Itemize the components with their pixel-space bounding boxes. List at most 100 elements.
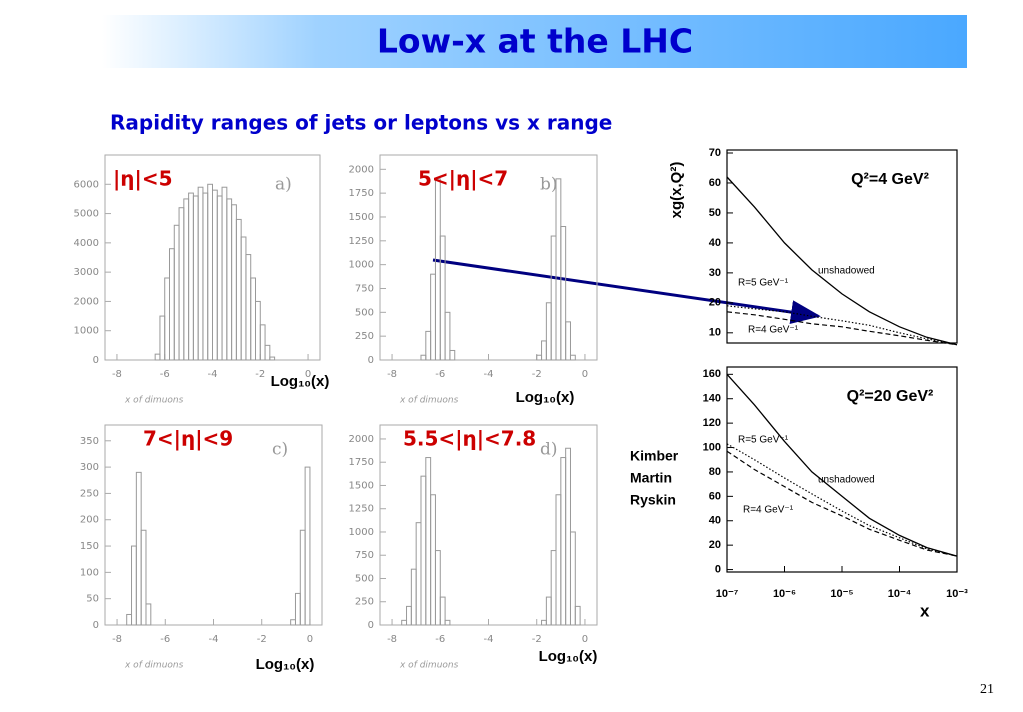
histogram-bin <box>235 218 242 361</box>
y-tick-label: 1250 <box>349 236 374 247</box>
y-tick-label: 40 <box>709 515 721 527</box>
histogram-bin <box>444 619 451 626</box>
curve <box>726 176 958 346</box>
y-tick-label: 0 <box>368 355 374 366</box>
axis-annotation: Log₁₀(x) <box>516 389 575 406</box>
y-tick-label: 1500 <box>349 212 374 223</box>
histogram-bin <box>425 330 432 361</box>
histogram-bin <box>269 356 276 361</box>
author: Ryskin <box>630 492 676 508</box>
y-tick-label: 6000 <box>74 179 99 190</box>
curve <box>726 450 958 557</box>
histogram-bin <box>264 344 271 361</box>
x-tick-label: 0 <box>582 369 588 380</box>
panel-label: d) <box>540 440 558 460</box>
y-tick-label: 250 <box>355 597 374 608</box>
x-tick-label: -8 <box>112 369 122 380</box>
histogram-bin <box>197 186 204 361</box>
y-tick-label: 300 <box>80 462 99 473</box>
y-tick-label: 20 <box>709 297 721 309</box>
histogram-bin <box>169 248 175 361</box>
y-tick-label: 0 <box>368 620 374 631</box>
title: Low-x at the LHC <box>377 22 693 61</box>
y-tick-label: 1000 <box>349 260 374 271</box>
curve-label: R=5 GeV⁻¹ <box>738 278 789 289</box>
curve <box>726 443 958 557</box>
histogram-bin <box>290 619 296 626</box>
histogram-bin <box>560 226 567 361</box>
histogram-bin <box>415 522 422 626</box>
histogram-bin <box>536 354 543 361</box>
x-tick-label: 10⁻⁷ <box>716 588 739 600</box>
x-tick-label: 10⁻⁵ <box>830 588 853 600</box>
x-tick-label: -8 <box>387 369 397 380</box>
histogram-bin <box>449 349 456 361</box>
curve-label: R=4 GeV⁻¹ <box>748 325 799 336</box>
x-axis-label: x of dimuons <box>124 396 184 406</box>
y-tick-label: 20 <box>709 539 721 551</box>
plot-frame <box>726 149 958 344</box>
y-tick-label: 1750 <box>349 457 374 468</box>
histogram-bin <box>410 568 417 626</box>
histogram-bin <box>565 447 571 626</box>
histogram-bin <box>574 605 581 626</box>
histogram-bin <box>188 192 194 361</box>
histogram-bin <box>560 457 567 626</box>
histogram-bin <box>569 531 576 626</box>
plot-frame <box>104 424 323 626</box>
y-tick-label: 1500 <box>349 480 374 491</box>
histogram-bin <box>183 198 190 361</box>
histogram-bin <box>299 529 306 626</box>
x-tick-label: 0 <box>305 369 311 380</box>
y-tick-label: 250 <box>355 331 374 342</box>
histogram-bin <box>406 605 412 626</box>
histogram-bin <box>250 277 257 361</box>
histogram-bin <box>439 596 446 626</box>
x-tick-label: -4 <box>484 634 494 645</box>
x-tick-label: -6 <box>160 634 170 645</box>
x-tick-label: -6 <box>160 369 170 380</box>
x-tick-label: -8 <box>112 634 122 645</box>
y-tick-label: 100 <box>80 567 99 578</box>
chart-label: 5<|η|<7 <box>418 167 508 191</box>
plot-frame <box>379 424 598 626</box>
y-tick-label: 60 <box>709 177 721 189</box>
histogram-bin <box>569 354 576 361</box>
arrow <box>432 258 821 324</box>
curve <box>726 305 958 346</box>
histogram-bin <box>159 315 166 361</box>
histogram-bin <box>420 354 427 361</box>
y-tick-label: 1750 <box>349 188 374 199</box>
histogram-bin <box>434 550 441 626</box>
histogram-bin <box>541 619 547 626</box>
y-tick-label: 250 <box>80 488 99 499</box>
y-tick-label: 500 <box>355 573 374 584</box>
x-tick-label: -2 <box>532 634 542 645</box>
y-tick-label: 750 <box>355 550 374 561</box>
histogram-bin <box>131 545 137 626</box>
histogram-bin <box>545 596 552 626</box>
histogram-bin <box>555 178 562 361</box>
chart-label: 5.5<|η|<7.8 <box>403 427 536 451</box>
curve <box>726 373 958 557</box>
y-tick-label: 3000 <box>74 267 99 278</box>
histogram-bin <box>202 192 209 361</box>
panel-label: b) <box>540 175 558 195</box>
histogram-bin <box>401 619 408 626</box>
y-tick-label: 30 <box>709 267 721 279</box>
y-tick-label: 1250 <box>349 504 374 515</box>
histogram-bin <box>420 475 427 626</box>
y-axis-label: xg(x,Q²) <box>668 162 685 219</box>
histogram-bin <box>565 321 571 361</box>
histogram-bin <box>541 340 547 361</box>
x-tick-label: -4 <box>484 369 494 380</box>
curve-label: unshadowed <box>818 475 875 486</box>
panel-label: a) <box>275 175 292 195</box>
y-tick-label: 4000 <box>74 238 99 249</box>
y-tick-label: 5000 <box>74 209 99 220</box>
histogram-bin <box>425 457 432 626</box>
chart-label: |η|<5 <box>113 167 173 191</box>
axis-annotation: Log₁₀(x) <box>539 648 598 665</box>
axis-annotation: Log₁₀(x) <box>271 373 330 390</box>
